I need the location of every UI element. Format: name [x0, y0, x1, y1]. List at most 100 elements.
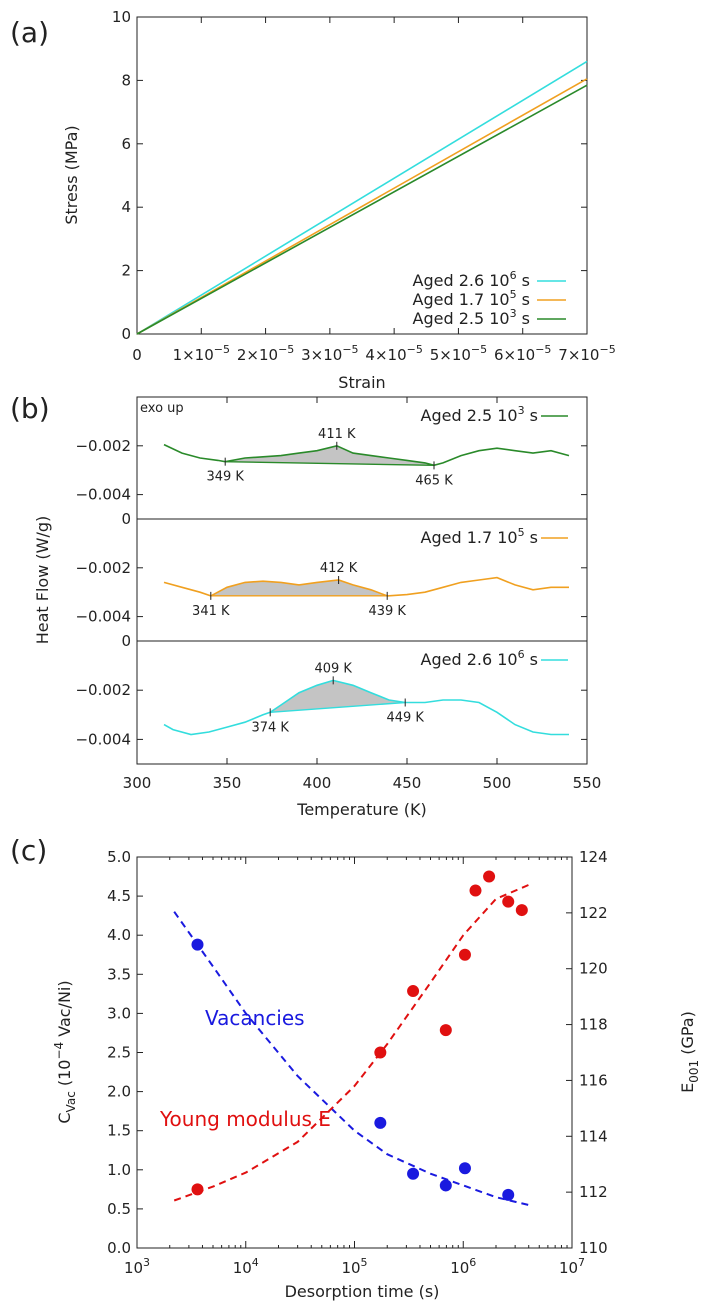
legend-unit: s [525, 406, 538, 425]
series-line [136, 84, 588, 335]
baseline [270, 701, 406, 714]
tick-exponent: 5 [361, 1256, 368, 1269]
panel-b-frame [136, 396, 588, 765]
tick-mantissa: 10 [450, 1259, 469, 1277]
legend-name: Aged 2.5 10 [421, 406, 518, 425]
label-part: Vac/Ni) [55, 980, 74, 1041]
legend-entry: Aged 1.7 105 s [421, 526, 539, 547]
legend-unit: s [525, 650, 538, 669]
data-point [439, 1179, 452, 1192]
tick-exponent: 7 [578, 1256, 585, 1269]
tick-exponent: −5 [535, 343, 551, 356]
data-point [407, 1167, 420, 1180]
label-sup: −4 [52, 1042, 66, 1060]
data-point [458, 1162, 471, 1175]
panel-b-tag: (b) [10, 392, 50, 425]
data-point [515, 904, 528, 917]
y-tick-label: −0.004 [75, 486, 131, 504]
legend-entry: Aged 2.6 106 s [421, 648, 539, 669]
x-tick-label: 4×10−5 [365, 343, 422, 364]
x-tick-label: 103 [124, 1256, 150, 1277]
y-tick-label-right: 122 [579, 904, 608, 922]
tick-mantissa: 10 [341, 1259, 360, 1277]
y-tick-label: 4 [121, 198, 131, 216]
legend-name: Aged 2.6 10 [413, 271, 510, 290]
x-tick-label: 6×10−5 [494, 343, 551, 364]
legend-unit: s [517, 271, 530, 290]
series-line [136, 78, 588, 335]
tick-exponent: −5 [342, 343, 358, 356]
y-tick-label-left: 2.5 [107, 1044, 131, 1062]
tick-exponent: −5 [214, 343, 230, 356]
data-point [502, 1188, 515, 1201]
y-tick-label-right: 112 [579, 1183, 608, 1201]
legend-name: Aged 2.6 10 [421, 650, 518, 669]
subplot: 0 −0.002 −0.004 341 K 412 K 439 K Aged 1.7 105… [75, 510, 587, 626]
peak-label: 465 K [415, 473, 453, 488]
x-tick-label: 300 [123, 774, 152, 792]
data-point [374, 1046, 387, 1059]
peak-area [210, 580, 388, 596]
x-tick-label: 107 [559, 1256, 585, 1277]
panel-c-tag: (c) [10, 834, 47, 867]
panel-a-tag: (a) [10, 16, 49, 49]
x-tick-label: 400 [303, 774, 332, 792]
x-tick-label: 3×10−5 [301, 343, 358, 364]
y-tick-label-left: 4.0 [107, 926, 131, 944]
tick-mantissa: 7×10 [558, 346, 599, 364]
peak-label: 412 K [320, 561, 358, 576]
y-tick-label: −0.002 [75, 681, 131, 699]
legend-entry: Aged 2.6 106 s [413, 269, 531, 290]
y-tick-label-left: 0.0 [107, 1239, 131, 1257]
y-axis-label-left: CVac (10−4 Vac/Ni) [52, 980, 78, 1123]
x-tick-label: 104 [233, 1256, 259, 1277]
tick-exponent: 4 [252, 1256, 259, 1269]
y-tick-label-right: 118 [579, 1016, 608, 1034]
y-tick-label-right: 110 [579, 1239, 608, 1257]
y-tick-label-right: 120 [579, 960, 608, 978]
y-tick-label-left: 4.5 [107, 887, 131, 905]
tick-mantissa: 2×10 [237, 346, 278, 364]
x-tick-label: 550 [573, 774, 602, 792]
x-axis-label: Desorption time (s) [285, 1282, 440, 1301]
young-modulus-label: Young modulus E [159, 1107, 331, 1131]
legend-sup: 6 [518, 648, 525, 661]
panel-b: (b) exo up −0.002 −0.004 349 K 411 K 465 K Aged… [10, 392, 601, 819]
tick-exponent: −5 [471, 343, 487, 356]
tick-mantissa: 0 [132, 346, 142, 364]
data-point [191, 938, 204, 951]
y-tick-label-left: 1.5 [107, 1122, 131, 1140]
legend-sup: 3 [510, 307, 517, 320]
legend-entry: Aged 1.7 105 s [413, 288, 531, 309]
peak-area [225, 445, 434, 466]
y-tick-label: −0.002 [75, 559, 131, 577]
tick-exponent: 6 [469, 1256, 476, 1269]
x-axis-label: Temperature (K) [296, 800, 426, 819]
y-tick-label-left: 5.0 [107, 848, 131, 866]
baseline [225, 460, 435, 467]
legend-entry: Aged 2.5 103 s [421, 404, 539, 425]
tick-mantissa: 10 [559, 1259, 578, 1277]
y-axis-label: Stress (MPa) [62, 125, 81, 224]
tick-exponent: −5 [278, 343, 294, 356]
x-axis-label: Strain [338, 373, 385, 392]
x-tick-label: 450 [393, 774, 422, 792]
y-tick-label-left: 3.5 [107, 965, 131, 983]
data-point [469, 884, 482, 897]
legend-unit: s [517, 309, 530, 328]
x-tick-label: 350 [213, 774, 242, 792]
y-tick-label: −0.004 [75, 608, 131, 626]
fit-curve [173, 883, 530, 1202]
heat-flow-curve [163, 679, 569, 736]
legend-name: Aged 2.5 10 [413, 309, 510, 328]
y-tick-label: 0 [121, 632, 131, 650]
data-point [502, 895, 515, 908]
y-tick-label: 8 [121, 71, 131, 89]
legend-name: Aged 1.7 10 [421, 528, 518, 547]
tick-mantissa: 6×10 [494, 346, 535, 364]
label-sub: 001 [687, 1060, 701, 1083]
tick-exponent: 3 [143, 1256, 150, 1269]
x-tick-label: 106 [450, 1256, 476, 1277]
tick-mantissa: 5×10 [430, 346, 471, 364]
